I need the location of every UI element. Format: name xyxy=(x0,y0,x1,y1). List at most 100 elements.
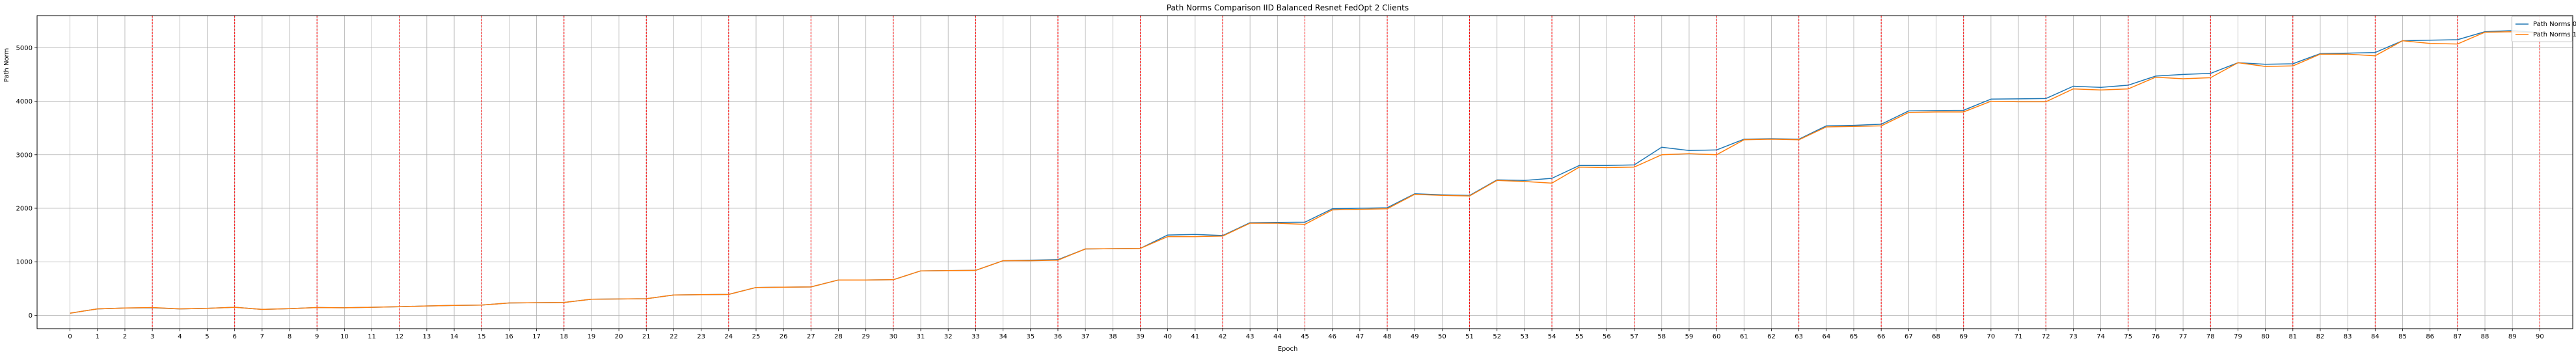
x-tick-label: 2 xyxy=(123,333,127,340)
x-tick-label: 65 xyxy=(1850,333,1858,340)
x-tick-label: 72 xyxy=(2042,333,2050,340)
x-tick-label: 21 xyxy=(642,333,651,340)
y-tick-label: 0 xyxy=(29,312,33,320)
x-tick-label: 56 xyxy=(1603,333,1611,340)
x-tick-label: 27 xyxy=(807,333,815,340)
x-tick-label: 43 xyxy=(1246,333,1254,340)
x-tick-label: 46 xyxy=(1328,333,1336,340)
x-tick-label: 90 xyxy=(2536,333,2544,340)
series-line-path-norms-1 xyxy=(70,31,2540,314)
x-tick-label: 88 xyxy=(2481,333,2489,340)
x-tick-label: 44 xyxy=(1273,333,1282,340)
x-tick-label: 47 xyxy=(1355,333,1364,340)
x-tick-label: 16 xyxy=(505,333,513,340)
x-tick-label: 25 xyxy=(752,333,761,340)
x-tick-label: 33 xyxy=(971,333,980,340)
x-tick-label: 68 xyxy=(1932,333,1940,340)
x-tick-label: 82 xyxy=(2316,333,2325,340)
x-tick-label: 84 xyxy=(2371,333,2379,340)
y-tick-label: 4000 xyxy=(16,98,33,105)
x-tick-label: 23 xyxy=(697,333,705,340)
x-tick-label: 51 xyxy=(1465,333,1474,340)
x-tick-label: 74 xyxy=(2096,333,2105,340)
x-tick-label: 5 xyxy=(205,333,209,340)
x-tick-label: 67 xyxy=(1905,333,1913,340)
x-tick-label: 62 xyxy=(1767,333,1776,340)
x-tick-label: 66 xyxy=(1877,333,1886,340)
x-tick-label: 86 xyxy=(2426,333,2434,340)
x-tick-label: 38 xyxy=(1109,333,1117,340)
series-layer xyxy=(70,30,2540,314)
x-tick-label: 12 xyxy=(395,333,403,340)
x-tick-label: 76 xyxy=(2152,333,2160,340)
chart-title: Path Norms Comparison IID Balanced Resne… xyxy=(1167,3,1409,12)
x-tick-label: 69 xyxy=(1959,333,1968,340)
x-tick-label: 30 xyxy=(889,333,898,340)
legend-label-path-norms-0: Path Norms 0 xyxy=(2533,21,2576,28)
x-tick-label: 63 xyxy=(1795,333,1803,340)
x-tick-label: 7 xyxy=(260,333,264,340)
y-tick-label: 5000 xyxy=(16,45,33,52)
x-tick-label: 53 xyxy=(1521,333,1529,340)
x-tick-label: 54 xyxy=(1548,333,1556,340)
x-tick-label: 75 xyxy=(2124,333,2132,340)
x-tick-label: 79 xyxy=(2234,333,2242,340)
x-tick-label: 19 xyxy=(588,333,596,340)
x-tick-label: 17 xyxy=(532,333,541,340)
x-tick-label: 13 xyxy=(423,333,431,340)
x-tick-label: 49 xyxy=(1411,333,1419,340)
x-tick-label: 20 xyxy=(615,333,623,340)
x-tick-label: 70 xyxy=(1987,333,1996,340)
x-tick-label: 39 xyxy=(1136,333,1145,340)
x-tick-label: 1 xyxy=(96,333,100,340)
x-tick-label: 57 xyxy=(1630,333,1638,340)
x-tick-label: 87 xyxy=(2453,333,2461,340)
x-tick-label: 28 xyxy=(834,333,843,340)
x-tick-label: 83 xyxy=(2344,333,2352,340)
y-tick-label: 2000 xyxy=(16,206,33,213)
x-tick-label: 77 xyxy=(2179,333,2188,340)
x-tick-label: 10 xyxy=(340,333,349,340)
x-tick-label: 42 xyxy=(1219,333,1227,340)
y-axis-label: Path Norm xyxy=(3,48,10,82)
x-tick-label: 18 xyxy=(560,333,568,340)
x-tick-label: 80 xyxy=(2261,333,2270,340)
x-axis-label: Epoch xyxy=(1278,346,1298,353)
x-tick-label: 15 xyxy=(478,333,486,340)
x-tick-label: 58 xyxy=(1657,333,1666,340)
x-tick-label: 59 xyxy=(1685,333,1694,340)
y-tick-label: 3000 xyxy=(16,152,33,159)
x-tick-label: 48 xyxy=(1383,333,1392,340)
x-tick-label: 40 xyxy=(1163,333,1172,340)
legend: Path Norms 0 Path Norms 1 xyxy=(2511,16,2576,42)
x-tick-label: 85 xyxy=(2398,333,2407,340)
vline-layer xyxy=(152,16,2540,329)
y-tick-label: 1000 xyxy=(16,259,33,266)
x-tick-label: 55 xyxy=(1575,333,1584,340)
x-tick-label: 50 xyxy=(1438,333,1446,340)
x-tick-label: 32 xyxy=(944,333,953,340)
legend-box xyxy=(2511,16,2573,42)
x-tick-label: 3 xyxy=(150,333,154,340)
x-tick-label: 26 xyxy=(780,333,788,340)
x-tick-label: 36 xyxy=(1054,333,1063,340)
x-tick-label: 24 xyxy=(724,333,733,340)
x-tick-label: 0 xyxy=(68,333,72,340)
x-tick-label: 60 xyxy=(1713,333,1721,340)
x-tick-label: 29 xyxy=(861,333,870,340)
x-tick-label: 4 xyxy=(178,333,182,340)
tick-layer: 0 1 2 3 4 5 6 7 8 9 10 11 12 13 14 15 16 17 18 19 20 21 22 23 24… xyxy=(16,45,2544,340)
x-tick-label: 52 xyxy=(1493,333,1501,340)
x-tick-label: 11 xyxy=(368,333,376,340)
x-tick-label: 14 xyxy=(450,333,459,340)
legend-label-path-norms-1: Path Norms 1 xyxy=(2533,31,2576,38)
x-tick-label: 81 xyxy=(2288,333,2297,340)
x-tick-label: 41 xyxy=(1191,333,1199,340)
x-tick-label: 37 xyxy=(1081,333,1090,340)
x-tick-label: 31 xyxy=(917,333,925,340)
x-tick-label: 6 xyxy=(232,333,236,340)
x-tick-label: 8 xyxy=(288,333,291,340)
